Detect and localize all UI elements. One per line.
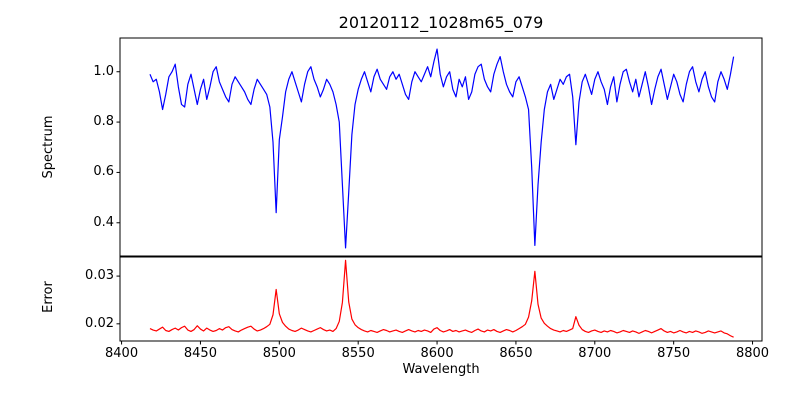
y-axis-label-error: Error <box>41 281 56 313</box>
y-tick-label: 0.03 <box>85 268 114 284</box>
error-line <box>149 259 734 338</box>
panel-frame-error <box>119 256 763 342</box>
x-tick-label: 8700 <box>578 346 612 361</box>
x-tick-label: 8550 <box>341 346 375 361</box>
y-axis-label-spectrum: Spectrum <box>41 115 56 179</box>
x-axis-label: Wavelength <box>402 362 480 377</box>
x-tick-label: 8750 <box>657 346 691 361</box>
x-tick-label: 8650 <box>499 346 533 361</box>
x-tick-label: 8400 <box>105 346 139 361</box>
y-tick-label: 0.8 <box>93 114 114 130</box>
chart-title: 20120112_1028m65_079 <box>338 13 544 32</box>
x-tick-label: 8500 <box>262 346 296 361</box>
y-tick-label: 0.4 <box>93 214 114 230</box>
y-tick-label: 0.02 <box>85 315 114 331</box>
y-tick-label: 1.0 <box>93 63 114 79</box>
x-tick-label: 8450 <box>183 346 217 361</box>
x-tick-label: 8600 <box>420 346 454 361</box>
y-tick-label: 0.6 <box>93 164 114 180</box>
spectrum-line <box>149 48 735 249</box>
panel-frame-spectrum <box>119 37 763 257</box>
x-tick-label: 8800 <box>735 346 770 361</box>
